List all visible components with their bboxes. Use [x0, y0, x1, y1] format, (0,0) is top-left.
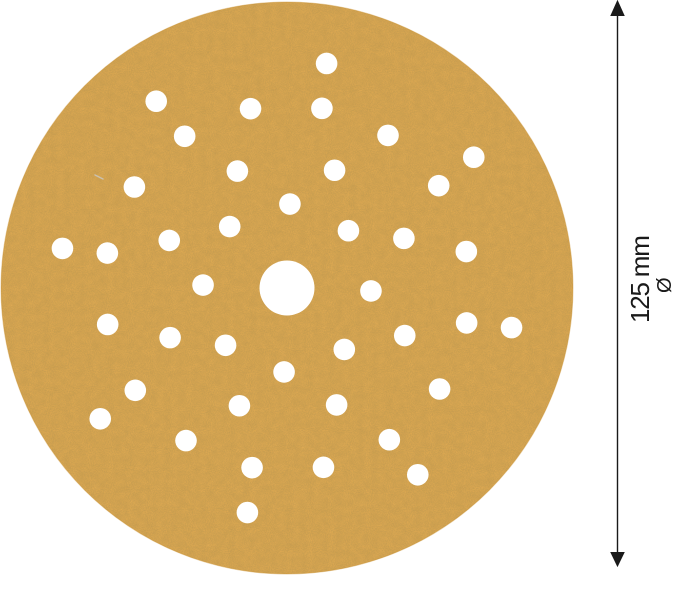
svg-text:Ø: Ø	[654, 277, 673, 293]
svg-text:125 mm: 125 mm	[625, 236, 655, 323]
